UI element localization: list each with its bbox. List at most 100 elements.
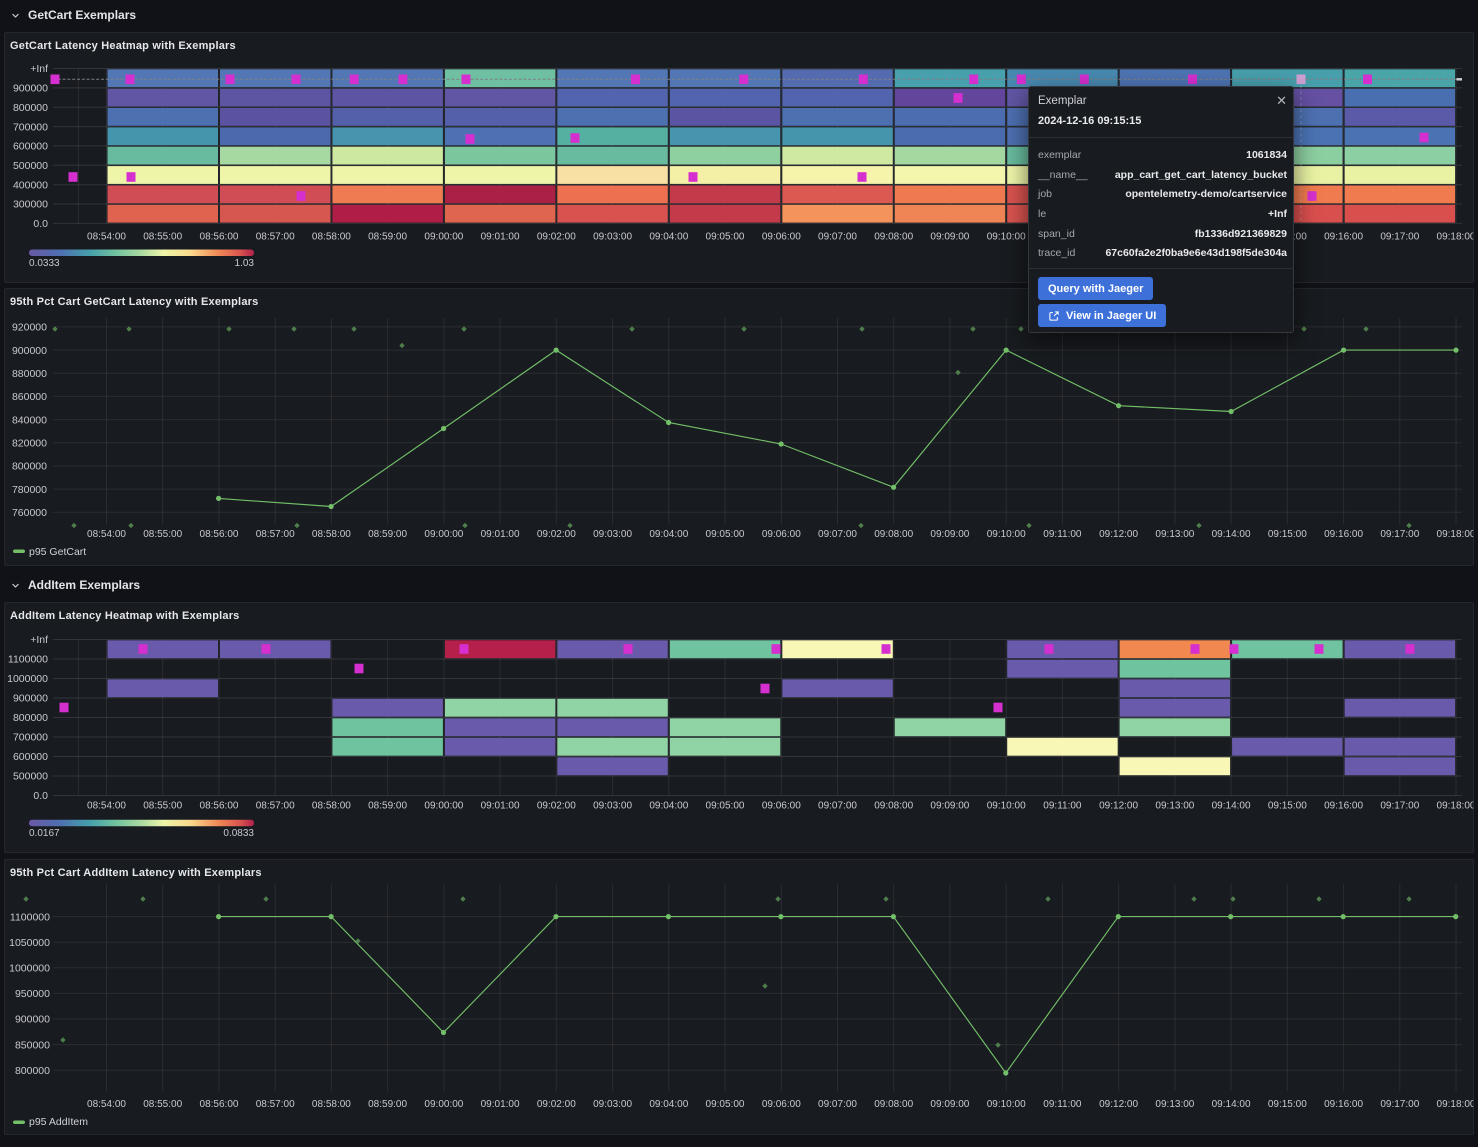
svg-text:09:08:00: 09:08:00 [874,529,913,540]
svg-text:09:12:00: 09:12:00 [1099,529,1138,540]
svg-text:09:18:00: 09:18:00 [1437,232,1476,243]
svg-text:08:59:00: 08:59:00 [368,801,407,812]
svg-text:08:58:00: 08:58:00 [312,529,351,540]
svg-text:08:58:00: 08:58:00 [312,1099,351,1110]
svg-text:800000: 800000 [15,1065,50,1077]
svg-text:08:55:00: 08:55:00 [143,529,182,540]
svg-text:09:05:00: 09:05:00 [706,1099,745,1110]
svg-text:0.0: 0.0 [33,790,48,802]
svg-text:09:04:00: 09:04:00 [649,529,688,540]
svg-text:09:08:00: 09:08:00 [874,1099,913,1110]
svg-text:1.03: 1.03 [235,258,255,269]
svg-text:09:13:00: 09:13:00 [1155,529,1194,540]
svg-text:p95 GetCart: p95 GetCart [29,546,86,558]
svg-text:860000: 860000 [12,391,47,403]
svg-text:09:01:00: 09:01:00 [481,232,520,243]
svg-text:09:02:00: 09:02:00 [537,232,576,243]
svg-text:09:01:00: 09:01:00 [481,1099,520,1110]
svg-text:820000: 820000 [12,437,47,449]
svg-text:09:06:00: 09:06:00 [762,1099,801,1110]
svg-text:500000: 500000 [13,160,48,172]
svg-text:09:03:00: 09:03:00 [593,529,632,540]
svg-text:1000000: 1000000 [9,963,50,975]
svg-text:09:03:00: 09:03:00 [593,1099,632,1110]
svg-text:09:15:00: 09:15:00 [1268,1099,1307,1110]
svg-text:09:13:00: 09:13:00 [1155,801,1194,812]
svg-text:950000: 950000 [15,988,50,1000]
svg-text:09:05:00: 09:05:00 [706,232,745,243]
svg-text:900000: 900000 [13,83,48,95]
svg-text:800000: 800000 [13,712,48,724]
svg-text:840000: 840000 [12,414,47,426]
svg-text:09:08:00: 09:08:00 [874,232,913,243]
svg-text:09:11:00: 09:11:00 [1043,1099,1082,1110]
svg-text:1100000: 1100000 [8,654,48,666]
svg-text:600000: 600000 [13,141,48,153]
svg-text:08:57:00: 08:57:00 [256,232,295,243]
svg-text:09:06:00: 09:06:00 [762,801,801,812]
svg-text:08:56:00: 08:56:00 [200,801,239,812]
svg-text:800000: 800000 [13,102,48,114]
svg-text:09:10:00: 09:10:00 [987,529,1026,540]
svg-text:08:54:00: 08:54:00 [87,529,126,540]
svg-text:09:00:00: 09:00:00 [424,1099,463,1110]
svg-text:09:06:00: 09:06:00 [762,529,801,540]
svg-text:09:02:00: 09:02:00 [537,1099,576,1110]
svg-text:09:17:00: 09:17:00 [1380,801,1419,812]
svg-text:1050000: 1050000 [9,937,50,949]
svg-text:800000: 800000 [12,461,47,473]
svg-text:09:12:00: 09:12:00 [1099,801,1138,812]
svg-text:760000: 760000 [12,507,47,519]
svg-text:850000: 850000 [15,1039,50,1051]
svg-text:09:05:00: 09:05:00 [706,801,745,812]
svg-text:900000: 900000 [12,345,47,357]
svg-text:08:54:00: 08:54:00 [87,801,126,812]
svg-text:780000: 780000 [12,484,47,496]
svg-text:08:56:00: 08:56:00 [200,1099,239,1110]
svg-text:08:57:00: 08:57:00 [256,1099,295,1110]
svg-text:09:14:00: 09:14:00 [1212,529,1251,540]
svg-text:0.0333: 0.0333 [29,258,60,269]
svg-text:08:54:00: 08:54:00 [87,232,126,243]
svg-text:08:55:00: 08:55:00 [143,801,182,812]
svg-text:08:56:00: 08:56:00 [200,232,239,243]
svg-text:400000: 400000 [13,179,48,191]
svg-text:+Inf: +Inf [30,634,48,646]
svg-text:08:58:00: 08:58:00 [312,232,351,243]
svg-text:1100000: 1100000 [10,911,50,923]
svg-text:08:56:00: 08:56:00 [200,529,239,540]
svg-text:09:03:00: 09:03:00 [593,232,632,243]
svg-text:08:59:00: 08:59:00 [368,529,407,540]
svg-text:09:17:00: 09:17:00 [1380,529,1419,540]
svg-text:08:57:00: 08:57:00 [256,529,295,540]
svg-text:09:07:00: 09:07:00 [818,1099,857,1110]
svg-text:09:16:00: 09:16:00 [1324,801,1363,812]
svg-text:08:58:00: 08:58:00 [312,801,351,812]
svg-text:09:00:00: 09:00:00 [424,232,463,243]
svg-text:09:14:00: 09:14:00 [1212,1099,1251,1110]
svg-text:09:00:00: 09:00:00 [424,529,463,540]
svg-text:700000: 700000 [13,732,48,744]
svg-text:920000: 920000 [12,322,47,334]
svg-text:09:18:00: 09:18:00 [1437,1099,1476,1110]
svg-text:09:07:00: 09:07:00 [818,529,857,540]
svg-text:09:15:00: 09:15:00 [1268,801,1307,812]
svg-text:0.0833: 0.0833 [223,828,254,839]
svg-text:p95 AddItem: p95 AddItem [29,1116,88,1128]
svg-text:09:18:00: 09:18:00 [1437,529,1476,540]
svg-text:08:55:00: 08:55:00 [143,232,182,243]
svg-text:09:10:00: 09:10:00 [987,801,1026,812]
svg-text:09:02:00: 09:02:00 [537,801,576,812]
svg-text:300000: 300000 [13,199,48,211]
svg-text:09:17:00: 09:17:00 [1380,232,1419,243]
svg-text:09:13:00: 09:13:00 [1155,1099,1194,1110]
svg-text:09:18:00: 09:18:00 [1437,801,1476,812]
svg-text:880000: 880000 [12,368,47,380]
svg-text:09:01:00: 09:01:00 [481,801,520,812]
svg-text:500000: 500000 [13,771,48,783]
svg-text:08:54:00: 08:54:00 [87,1099,126,1110]
svg-text:0.0: 0.0 [33,218,48,230]
svg-text:900000: 900000 [13,693,48,705]
svg-text:09:02:00: 09:02:00 [537,529,576,540]
svg-text:09:09:00: 09:09:00 [930,1099,969,1110]
